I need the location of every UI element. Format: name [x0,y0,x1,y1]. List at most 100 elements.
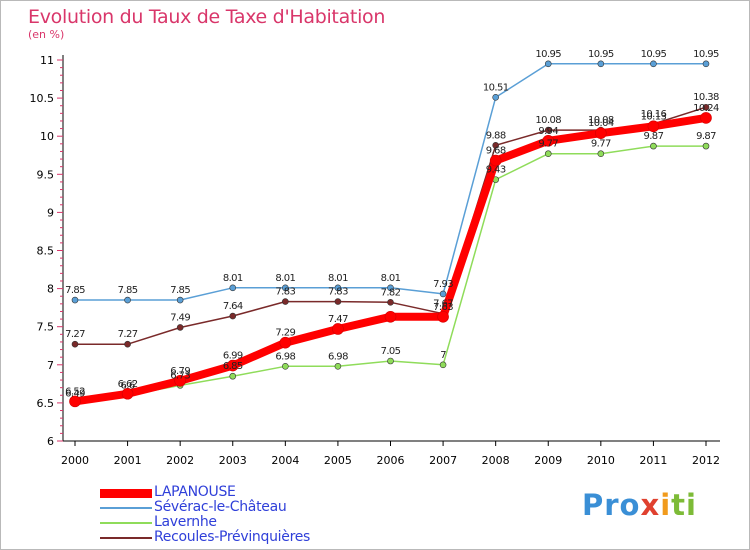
data-point [124,296,131,304]
data-point [387,299,394,306]
data-label: 10.16 [641,109,667,120]
data-point [176,296,184,304]
data-label: 9.87 [643,131,663,142]
y-tick-label: 10.5 [30,92,55,105]
y-tick-label: 7 [47,359,54,372]
x-tick-label: 2000 [61,454,89,467]
legend-swatch [100,522,152,524]
chart-title: Evolution du Taux de Taxe d'Habitation [28,6,386,28]
data-label: 8.01 [381,273,401,284]
data-point [282,298,289,305]
data-point [492,94,499,101]
data-point [647,120,660,133]
data-point [229,372,237,380]
x-tick-label: 2010 [587,454,615,467]
y-tick-label: 9 [47,206,54,219]
data-point [229,284,237,292]
x-tick-label: 2004 [271,454,299,467]
y-tick-label: 6 [47,435,54,448]
data-point [702,60,710,68]
data-point [439,290,447,298]
data-point [387,357,394,365]
data-point [437,310,449,323]
data-label: 6.62 [118,379,138,390]
data-label: 6.99 [223,351,243,362]
data-point [387,284,394,292]
data-label: 7.27 [65,329,85,340]
data-label: 6.73 [170,370,190,381]
data-point [650,142,657,150]
legend: LAPANOUSE Sévérac-le-Château Lavernhe Recou… [100,484,360,545]
x-tick-label: 2008 [482,454,510,467]
data-point [702,142,710,150]
data-point [597,60,605,68]
y-tick-label: 7.5 [37,321,55,334]
data-label: 7.29 [275,328,295,339]
data-label: 6.98 [328,351,348,362]
data-label: 9.77 [538,139,558,150]
data-point [282,284,289,292]
data-label: 10.95 [641,49,667,60]
x-tick-label: 2005 [324,454,352,467]
data-label: 7.49 [170,312,190,323]
data-label: 7.64 [223,301,243,312]
data-point [334,284,342,292]
data-label: 9.43 [486,165,506,176]
x-tick-label: 2011 [639,454,667,467]
legend-swatch [100,537,152,539]
data-label: 8.01 [223,273,243,284]
data-label: 6.49 [65,389,85,400]
data-point [544,126,552,134]
legend-label: Sévérac-le-Château [154,499,287,515]
data-label: 9.94 [538,126,558,137]
data-label: 7.47 [328,314,348,325]
data-label: 10.24 [693,103,719,114]
data-point [229,312,237,320]
x-tick-label: 2002 [166,454,194,467]
data-label: 10.13 [641,111,667,122]
data-point [279,336,292,349]
data-point [334,363,342,370]
legend-swatch [100,488,152,498]
data-label: 9.88 [486,130,506,141]
data-point [542,134,555,147]
data-label: 7.82 [381,287,401,298]
data-point [71,340,79,348]
data-label: 7.83 [275,287,295,298]
data-point [702,103,710,111]
legend-label: LAPANOUSE [154,484,236,500]
legend-item: LAPANOUSE [100,484,360,500]
data-label: 6.52 [65,386,85,397]
legend-item: Sévérac-le-Château [100,499,360,515]
y-tick-label: 8.5 [37,245,55,258]
data-label: 7.93 [433,279,453,290]
data-label: 8.01 [275,273,295,284]
data-point [332,323,344,335]
y-tick-label: 9.5 [37,168,55,181]
data-point [489,154,502,167]
y-tick-label: 10 [40,130,54,143]
data-label: 7.05 [381,346,401,357]
data-point [334,298,342,305]
data-label: 7.83 [328,287,348,298]
proxiti-logo: Proxiti [582,488,697,522]
data-label: 7.85 [170,285,190,296]
legend-item: Recoules-Prévinquières [100,529,360,545]
legend-swatch [100,507,152,509]
data-label: 9.68 [486,146,506,157]
data-point [700,112,712,124]
legend-label: Recoules-Prévinquières [154,529,311,545]
chart-subtitle: (en %) [28,28,65,41]
data-label: 7.67 [433,299,453,310]
data-label: 6.85 [223,361,243,372]
data-label: 7.27 [118,329,138,340]
data-point [176,324,184,331]
data-label: 9.87 [696,131,716,142]
data-point [174,375,186,387]
data-point [650,60,657,68]
y-tick-label: 6.5 [37,397,55,410]
data-label: 10.04 [588,118,614,129]
data-point [544,150,552,158]
